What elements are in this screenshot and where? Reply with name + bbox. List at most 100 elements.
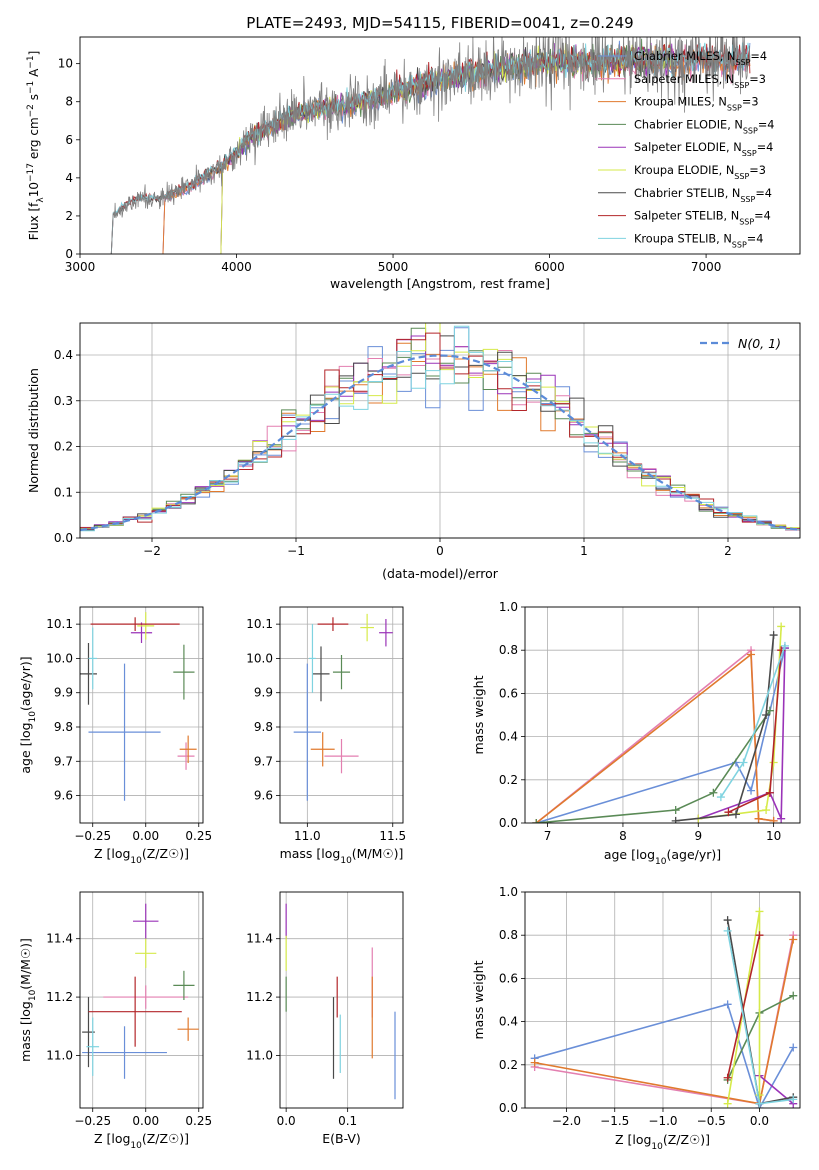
- plot-area-spectrum: [110, 37, 751, 254]
- x-tick-label: −1.5: [600, 1114, 629, 1128]
- y-tick-label: 6: [65, 133, 73, 147]
- x-tick-label: −2: [143, 544, 161, 558]
- legend-label-sub: SSP: [742, 149, 757, 158]
- plot-area-weight_vs_Z: [530, 907, 798, 1108]
- y-tick-label: 0.0: [54, 531, 73, 545]
- y-tick-label: 0.6: [499, 686, 518, 700]
- y-tick-label: 11.0: [46, 1048, 73, 1062]
- point-marker-salpeter_stelib: [723, 1073, 732, 1082]
- legend-label-chabrier_stelib: Chabrier STELIB, NSSP=4: [634, 187, 772, 204]
- legend-label-salpeter_elodie: Salpeter ELODIE, NSSP=4: [634, 141, 773, 158]
- point-marker-kroupa_miles: [789, 935, 798, 944]
- y-axis-label-part: mass [log: [18, 1001, 33, 1062]
- y-axis-label-part: age [log: [18, 722, 33, 773]
- y-tick-label: 2: [65, 209, 73, 223]
- point-marker-kroupa_elodie: [755, 1091, 764, 1100]
- x-tick-label: 2: [724, 544, 732, 558]
- x-tick-label: −1.0: [648, 1114, 677, 1128]
- x-tick-label: 8: [619, 829, 627, 843]
- x-tick-label: 0.25: [185, 1114, 212, 1128]
- point-marker-chabrier_miles: [747, 786, 756, 795]
- x-tick-label: 0.0: [750, 1114, 769, 1128]
- errorbar-salpeter_miles: [103, 985, 189, 1009]
- axes-frame: [279, 606, 404, 824]
- series-line-salpeter_stelib: [726, 935, 761, 1078]
- x-tick-label: −0.25: [74, 829, 111, 843]
- y-axis-label-part: (age/yr)]: [18, 656, 33, 711]
- series-salpeter_stelib: [723, 931, 764, 1082]
- legend-label-sub: SSP: [739, 217, 754, 226]
- point-marker-kroupa_elodie: [723, 1099, 732, 1108]
- errorbar-salpeter_elodie: [379, 619, 393, 647]
- x-tick-label: −0.5: [697, 1114, 726, 1128]
- axes-frame: [524, 891, 801, 1109]
- y-tick-label: 4: [65, 171, 73, 185]
- x-tick-label: 4000: [221, 260, 252, 274]
- axes-frame: [79, 322, 801, 539]
- legend-label-tail: =3: [749, 164, 766, 177]
- x-tick-label: 0: [436, 544, 444, 558]
- axes-age_vs_mass: 11.0 11.5 9.6 9.7 9.8 9.9 10.0 10.1 mass [log10(…: [246, 606, 406, 866]
- y-tick-label: 10.1: [46, 617, 73, 631]
- x-axis-label: (data-model)/error: [382, 566, 499, 581]
- y-tick-label: 9.8: [54, 720, 73, 734]
- point-marker-salpeter_stelib: [755, 931, 764, 940]
- point-marker-kroupa_stelib: [723, 926, 732, 935]
- errorbar-kroupa_miles: [179, 735, 197, 763]
- y-tick-label: 1.0: [499, 885, 518, 899]
- y-tick-label: 0.4: [499, 730, 518, 744]
- y-axis-label: mass weight: [471, 675, 486, 754]
- y-tick-label: 9.7: [54, 754, 73, 768]
- x-axis-label-part: age [log: [604, 847, 655, 862]
- y-axis-label-part: (M/M☉)]: [18, 938, 33, 990]
- normal-curve: [80, 354, 800, 532]
- series-salpeter_stelib: [724, 646, 786, 817]
- x-tick-label: 0.1: [338, 1114, 357, 1128]
- legend-label-main: Chabrier MILES, N: [634, 50, 735, 63]
- point-marker-kroupa_stelib: [739, 758, 748, 767]
- x-axis-label-part: 10: [130, 856, 142, 866]
- y-axis-label-part: −17: [26, 163, 36, 182]
- legend-label-sub: SSP: [735, 58, 750, 67]
- axes-residuals: −2 −1 0 1 2 0.0 0.1 0.2 0.3 0.4 N(0, 1) (data-model…: [26, 322, 801, 581]
- errorbar-salpeter_elodie: [133, 903, 159, 939]
- y-axis-label-part: λ: [36, 197, 46, 203]
- y-tick-label: 0.3: [54, 394, 73, 408]
- y-tick-label: 9.7: [254, 754, 273, 768]
- point-marker-kroupa_miles: [769, 816, 778, 823]
- plot-area-mass_vs_Z: [82, 903, 199, 1079]
- x-tick-label: 11.0: [294, 829, 321, 843]
- y-axis-label-part: −1: [26, 81, 36, 94]
- plot-area-mass_vs_ebv: [285, 903, 396, 1100]
- series-chabrier_elodie: [532, 706, 774, 823]
- figure-title: PLATE=2493, MJD=54115, FIBERID=0041, z=0…: [246, 14, 633, 32]
- legend-label-kroupa_elodie: Kroupa ELODIE, NSSP=3: [634, 164, 766, 181]
- x-tick-label: 9: [694, 829, 702, 843]
- y-tick-label: 9.6: [54, 789, 73, 803]
- point-marker-chabrier_elodie: [532, 819, 541, 823]
- point-marker-chabrier_stelib: [723, 916, 732, 925]
- y-tick-label: 0: [65, 247, 73, 261]
- axes-frame: [79, 891, 204, 1109]
- x-tick-label: 0.00: [132, 829, 159, 843]
- legend-label-tail: =3: [749, 73, 766, 86]
- y-axis-label-part: Flux [f: [27, 202, 41, 240]
- point-marker-kroupa_miles: [747, 650, 756, 659]
- y-tick-label: 11.2: [46, 990, 73, 1004]
- y-axis-label-part: s: [27, 94, 41, 104]
- x-tick-label: 6000: [534, 260, 565, 274]
- point-marker-salpeter_elodie: [777, 814, 786, 823]
- legend-label-sub: SSP: [732, 240, 747, 249]
- x-axis-label-part: 10: [651, 1142, 663, 1152]
- point-marker-chabrier_elodie: [709, 788, 718, 797]
- legend-label-tail: =4: [755, 187, 772, 200]
- y-axis-label: mass [log10(M/M☉)]: [18, 938, 38, 1062]
- errorbar-salpeter_miles: [324, 739, 359, 774]
- point-marker-kroupa_stelib: [780, 641, 789, 650]
- legend-label-main: Kroupa MILES, N: [634, 96, 727, 109]
- legend-label-main: Chabrier STELIB, N: [634, 187, 740, 200]
- y-tick-label: 1.0: [499, 600, 518, 614]
- x-tick-label: 0.25: [185, 829, 212, 843]
- x-axis-label: Z [log10(Z/Z☉)]: [615, 1132, 710, 1152]
